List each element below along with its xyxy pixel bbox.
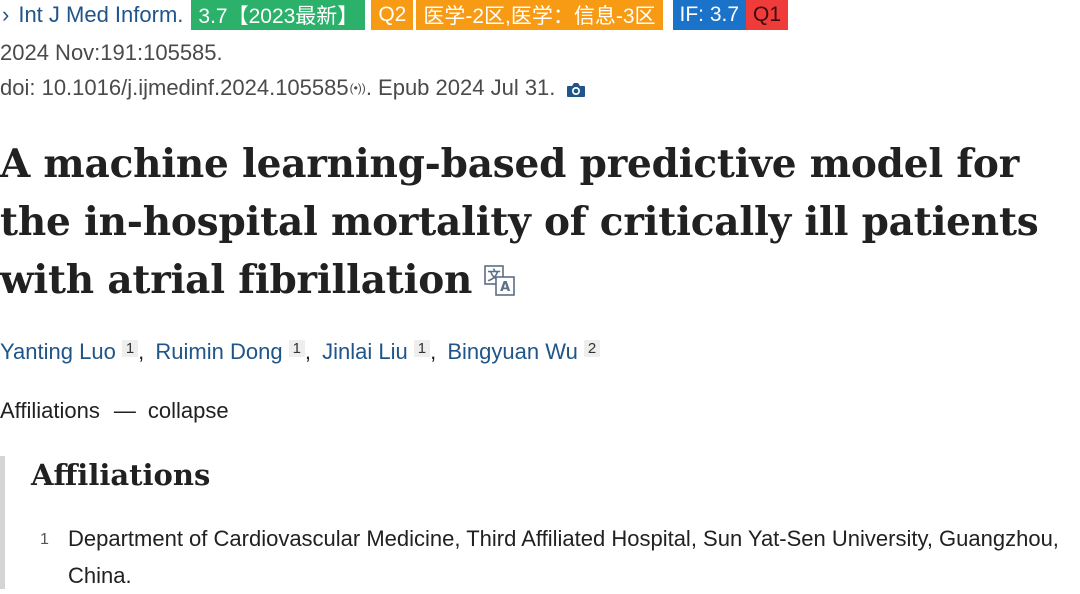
epub-text: . Epub 2024 Jul 31. xyxy=(365,75,556,100)
author-separator: , xyxy=(304,339,312,364)
author-link[interactable]: Yanting Luo xyxy=(0,339,116,364)
journal-bar: › Int J Med Inform. 3.7【2023最新】 Q2 医学-2区… xyxy=(0,0,789,30)
author-separator: , xyxy=(138,339,145,364)
affiliations-toggle[interactable]: Affiliations — collapse xyxy=(0,398,229,424)
camera-icon[interactable] xyxy=(565,79,587,97)
author-link[interactable]: Jinlai Liu xyxy=(322,339,408,364)
doi-text[interactable]: doi: 10.1016/j.ijmedinf.2024.105585 xyxy=(0,75,349,100)
quartile-badge: Q2 xyxy=(371,0,414,30)
jcr-quartile-badge: Q1 xyxy=(746,0,789,30)
author-link[interactable]: Bingyuan Wu xyxy=(447,339,578,364)
chevron-right-icon[interactable]: › xyxy=(2,2,10,27)
cas-zone-badge: 医学-2区,医学：信息-3区 xyxy=(416,0,663,30)
author-link[interactable]: Ruimin Dong xyxy=(155,339,283,364)
translate-icon[interactable]: 文 A xyxy=(482,255,516,296)
affiliation-number: 1 xyxy=(40,531,49,548)
article-title-text: A machine learning-based predictive mode… xyxy=(0,141,1039,303)
affiliation-item: 1 Department of Cardiovascular Medicine,… xyxy=(40,520,1060,594)
impact-factor-badge: 3.7【2023最新】 xyxy=(191,0,366,30)
author-list: Yanting Luo 1, Ruimin Dong 1, Jinlai Liu 1,… xyxy=(0,339,601,365)
article-title: A machine learning-based predictive mode… xyxy=(0,135,1080,309)
affiliations-heading: Affiliations xyxy=(31,458,211,492)
journal-link[interactable]: Int J Med Inform. xyxy=(18,2,184,27)
collapse-link[interactable]: collapse xyxy=(147,398,229,423)
affiliation-ref[interactable]: 2 xyxy=(583,340,601,357)
affiliations-panel: Affiliations 1 Department of Cardiovascu… xyxy=(0,456,1080,589)
doi-link-icon[interactable]: (•)) xyxy=(349,81,366,95)
affiliation-text: Department of Cardiovascular Medicine, T… xyxy=(68,526,1059,588)
if-badge: IF: 3.7 xyxy=(672,0,747,30)
affiliations-toggle-label: Affiliations xyxy=(0,398,100,423)
author-separator: , xyxy=(430,339,437,364)
collapse-dash-icon: — xyxy=(113,398,136,423)
affiliation-ref[interactable]: 1 xyxy=(288,340,305,357)
affiliation-ref[interactable]: 1 xyxy=(121,340,139,357)
citation-doi-line: doi: 10.1016/j.ijmedinf.2024.105585 (•))… xyxy=(0,75,587,101)
citation-date: 2024 Nov:191:105585. xyxy=(0,40,223,65)
affiliation-ref[interactable]: 1 xyxy=(413,340,431,357)
svg-text:A: A xyxy=(500,280,510,295)
